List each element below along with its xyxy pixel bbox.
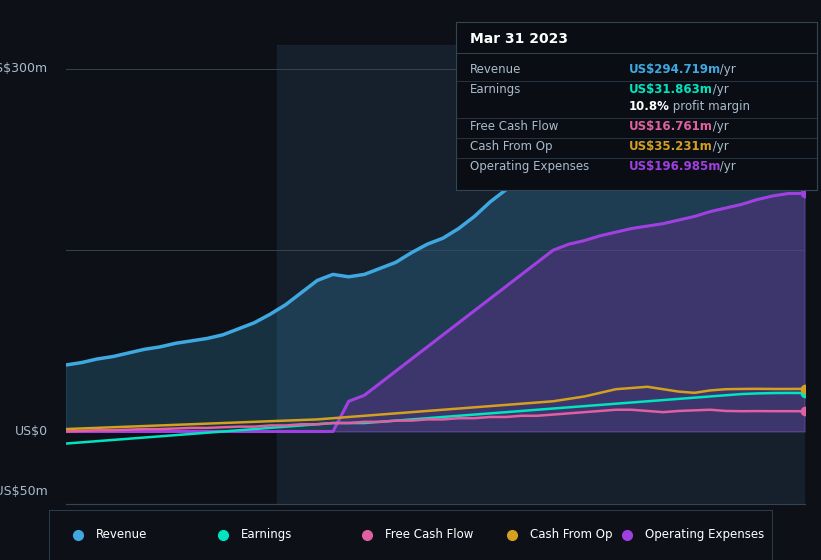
Text: profit margin: profit margin xyxy=(669,100,750,113)
Text: /yr: /yr xyxy=(709,120,728,133)
Text: US$16.761m: US$16.761m xyxy=(629,120,713,133)
Text: Earnings: Earnings xyxy=(470,83,521,96)
Text: Operating Expenses: Operating Expenses xyxy=(645,528,764,542)
Text: Cash From Op: Cash From Op xyxy=(530,528,612,542)
Text: US$35.231m: US$35.231m xyxy=(629,140,713,153)
Text: Revenue: Revenue xyxy=(96,528,148,542)
Text: Operating Expenses: Operating Expenses xyxy=(470,160,589,174)
Text: Earnings: Earnings xyxy=(241,528,292,542)
Text: -US$50m: -US$50m xyxy=(0,486,48,498)
Text: Revenue: Revenue xyxy=(470,63,521,76)
Text: US$294.719m: US$294.719m xyxy=(629,63,721,76)
Text: US$0: US$0 xyxy=(15,425,48,438)
Text: /yr: /yr xyxy=(709,140,728,153)
Text: /yr: /yr xyxy=(717,63,736,76)
Text: 10.8%: 10.8% xyxy=(629,100,670,113)
Text: Mar 31 2023: Mar 31 2023 xyxy=(470,32,568,46)
Text: Cash From Op: Cash From Op xyxy=(470,140,553,153)
Text: Free Cash Flow: Free Cash Flow xyxy=(470,120,558,133)
Bar xyxy=(277,45,805,504)
Text: US$31.863m: US$31.863m xyxy=(629,83,713,96)
Text: Free Cash Flow: Free Cash Flow xyxy=(385,528,474,542)
Text: US$196.985m: US$196.985m xyxy=(629,160,722,174)
Text: US$300m: US$300m xyxy=(0,63,48,76)
Text: /yr: /yr xyxy=(709,83,728,96)
Text: /yr: /yr xyxy=(717,160,736,174)
